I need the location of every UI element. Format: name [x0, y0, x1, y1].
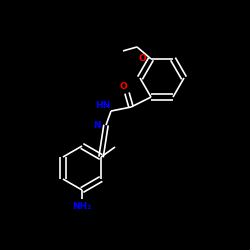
Text: HN: HN [95, 101, 110, 110]
Text: O: O [138, 54, 146, 64]
Text: NH₂: NH₂ [72, 202, 92, 211]
Text: O: O [119, 82, 127, 91]
Text: N: N [94, 120, 101, 130]
